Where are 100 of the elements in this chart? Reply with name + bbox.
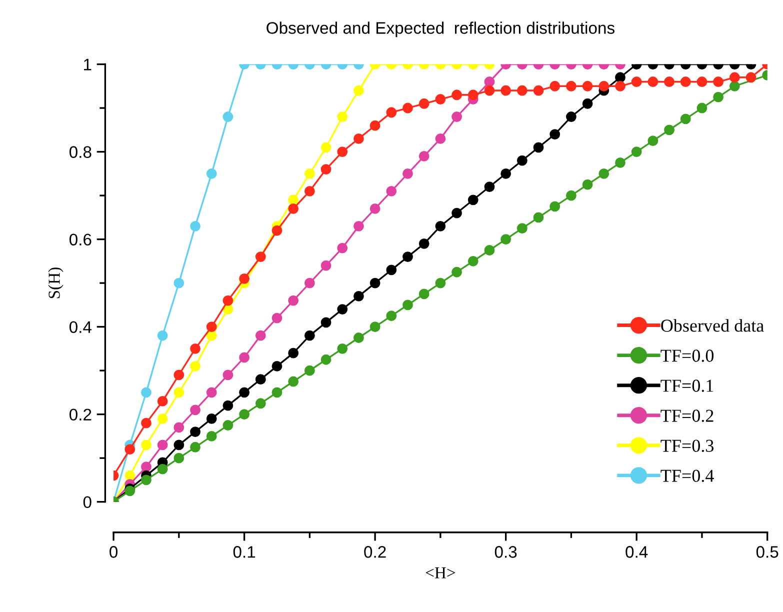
point (550, 129, 560, 140)
y-tick-label: 0.2 (69, 408, 92, 421)
point (337, 304, 348, 315)
point (288, 376, 299, 387)
point (255, 398, 266, 409)
point (550, 201, 560, 212)
point (288, 295, 299, 306)
point (157, 396, 168, 406)
point (680, 76, 691, 87)
point (337, 242, 348, 254)
x-tick-label: 0.2 (364, 546, 386, 558)
x-tick-label: 0.3 (494, 546, 517, 558)
point (239, 387, 250, 398)
point (484, 76, 495, 87)
point (354, 85, 364, 96)
point (190, 343, 200, 354)
y-tick-label: 0.8 (69, 146, 92, 158)
point (713, 92, 724, 102)
x-tick-label: 0.4 (626, 546, 648, 558)
x-tick-label: 0.5 (756, 546, 778, 558)
point (500, 85, 512, 96)
point (222, 400, 234, 411)
point (190, 360, 200, 372)
point (222, 420, 234, 430)
point (124, 470, 136, 481)
point (304, 168, 315, 179)
legend-label: Observed data (661, 319, 764, 332)
chart-title: Observed and Expected reflection distributions (266, 22, 614, 38)
y-tick-label: 0.6 (69, 234, 92, 246)
point (418, 288, 430, 300)
point (566, 80, 576, 92)
y-axis-title: S(H) (48, 268, 64, 298)
point (288, 348, 299, 358)
point (386, 310, 397, 322)
point (435, 278, 446, 288)
point (386, 186, 397, 196)
point (533, 212, 544, 223)
y-tick-label: 0 (83, 496, 92, 508)
point (174, 387, 184, 398)
point (141, 418, 152, 428)
point (582, 179, 593, 190)
point (582, 80, 593, 92)
point (418, 150, 430, 162)
point (239, 352, 250, 363)
point (484, 245, 495, 256)
point (386, 264, 397, 276)
point (713, 76, 724, 87)
point (746, 72, 756, 83)
point (468, 194, 478, 206)
point (418, 238, 430, 249)
point (206, 322, 217, 332)
legend-label: TF=0.2 (660, 410, 714, 422)
point (484, 85, 495, 96)
point (288, 203, 299, 214)
point (354, 290, 364, 302)
point (402, 102, 413, 114)
point (452, 208, 462, 218)
legend-label: TF=0.3 (660, 440, 714, 452)
point (533, 142, 544, 153)
point (320, 317, 332, 328)
point (664, 124, 674, 136)
point (337, 343, 348, 354)
point (550, 80, 560, 92)
point (354, 133, 364, 144)
legend-label: TF=0.0 (660, 350, 714, 362)
point (435, 94, 446, 104)
point (452, 112, 462, 122)
point (370, 322, 380, 332)
point (222, 370, 234, 380)
point (615, 80, 626, 92)
point (320, 164, 332, 174)
point (206, 430, 217, 442)
point (516, 155, 528, 166)
point (418, 98, 430, 109)
point (370, 278, 380, 288)
point (615, 158, 626, 168)
point (386, 107, 397, 118)
point (174, 278, 184, 288)
point (402, 252, 413, 262)
point (124, 444, 136, 455)
point (222, 112, 234, 122)
point (190, 404, 200, 416)
y-tick-label: 0.4 (69, 321, 92, 334)
point (174, 370, 184, 380)
point (452, 90, 462, 100)
x-axis-title: <H> (426, 567, 456, 578)
point (402, 300, 413, 310)
point (582, 98, 593, 109)
point (157, 440, 168, 450)
point (288, 194, 299, 206)
point (566, 190, 576, 201)
point (648, 76, 658, 87)
point (141, 387, 152, 398)
point (206, 387, 217, 398)
point (500, 168, 512, 179)
point (141, 440, 152, 450)
point (272, 387, 282, 398)
point (320, 354, 332, 365)
point (174, 452, 184, 464)
point (631, 76, 642, 87)
